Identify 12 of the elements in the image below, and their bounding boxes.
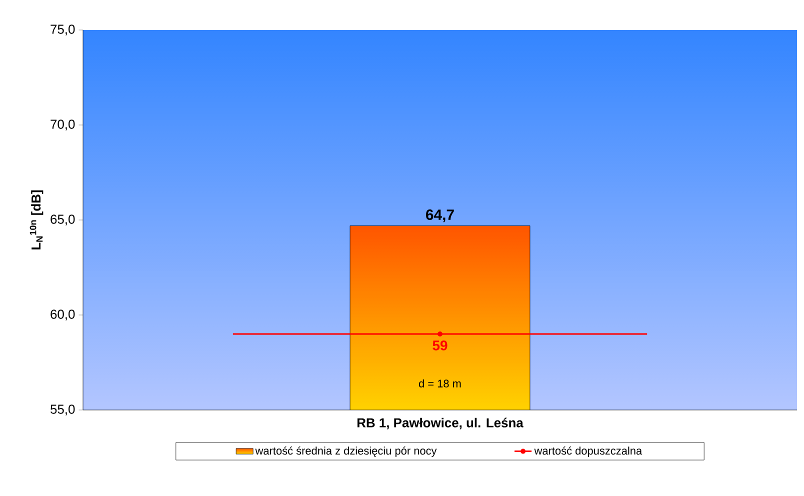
data-label: 64,7 <box>426 209 454 222</box>
annotation: d = 18 m <box>418 379 461 388</box>
y-tick-label: 75,0 <box>50 24 75 36</box>
ref-line-label: 59 <box>432 340 448 350</box>
y-axis-title: L$_{N}$$^{10n}$ [dB] <box>30 190 44 250</box>
legend-label: wartość średnia z dziesięciu pór nocy <box>255 446 437 457</box>
legend-label: wartość dopuszczalna <box>534 446 642 457</box>
y-tick-label: 55,0 <box>50 404 75 416</box>
y-tick-label: 60,0 <box>50 310 75 320</box>
x-tick-label: RB 1, Pawłowice, ul. Leśna <box>357 418 524 430</box>
y-tick-label: 65,0 <box>50 214 75 226</box>
y-tick-label: 70,0 <box>50 120 75 130</box>
